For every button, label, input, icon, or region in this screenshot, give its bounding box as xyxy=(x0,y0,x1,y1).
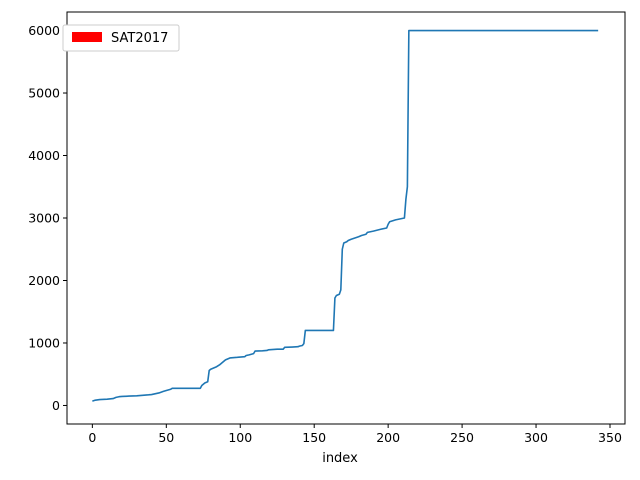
x-tick-label-150: 150 xyxy=(302,430,326,445)
y-tick-label-4000: 4000 xyxy=(28,148,60,163)
series-layer xyxy=(92,29,599,402)
x-tick-label-350: 350 xyxy=(598,430,622,445)
legend-label-sat2017: SAT2017 xyxy=(111,31,168,46)
plot-frame xyxy=(66,11,626,425)
x-axis-ticks: 0 50 100 150 200 250 300 350 xyxy=(88,424,622,445)
y-tick-label-1000: 1000 xyxy=(28,335,60,350)
y-tick-label-6000: 6000 xyxy=(28,23,60,38)
legend-patch-sat2017 xyxy=(72,32,102,42)
x-tick-label-100: 100 xyxy=(228,430,252,445)
x-tick-label-200: 200 xyxy=(376,430,400,445)
y-tick-label-5000: 5000 xyxy=(28,86,60,101)
y-tick-label-2000: 2000 xyxy=(28,273,60,288)
x-tick-label-0: 0 xyxy=(88,430,96,445)
x-tick-label-50: 50 xyxy=(158,430,174,445)
legend: SAT2017 xyxy=(62,24,180,52)
y-tick-label-0: 0 xyxy=(52,398,60,413)
legend-box xyxy=(62,24,180,52)
x-tick-label-250: 250 xyxy=(450,430,474,445)
x-axis-label: index xyxy=(322,451,358,466)
y-tick-label-3000: 3000 xyxy=(28,211,60,226)
series-line-0 xyxy=(92,29,599,402)
y-axis-ticks: 0 1000 2000 3000 4000 5000 6000 xyxy=(28,23,67,413)
x-tick-label-300: 300 xyxy=(524,430,548,445)
